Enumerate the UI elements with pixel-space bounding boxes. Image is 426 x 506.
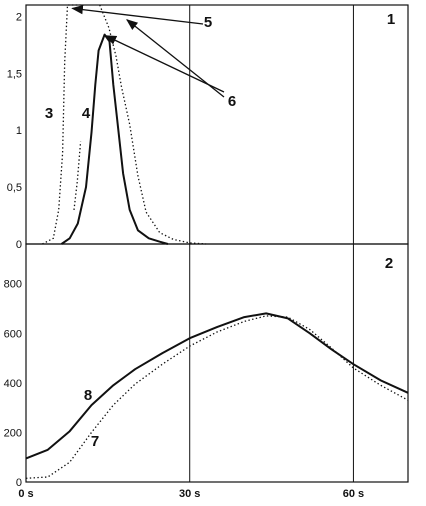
series-label: 3 xyxy=(45,105,53,122)
panel-frame xyxy=(25,243,409,483)
y-tick-label: 800 xyxy=(4,279,22,291)
annotation-label: 5 xyxy=(204,14,212,31)
annotation-layer: 3 4 1 5 6 8 7 2 xyxy=(45,5,395,450)
grid-lines xyxy=(189,5,354,482)
y-tick-label: 0 xyxy=(16,477,22,489)
annotation-arrow xyxy=(104,35,225,93)
y-tick-label: 600 xyxy=(4,328,22,340)
x-tick-label: 60 s xyxy=(343,488,364,500)
series-line-1-1 xyxy=(25,315,409,479)
series-line-0-3 xyxy=(73,141,82,210)
panel-label: 1 xyxy=(387,11,395,28)
annotation-arrow xyxy=(71,5,204,25)
y-tick-label: 1,5 xyxy=(7,68,22,80)
series-line-0-1 xyxy=(60,33,169,245)
series-label: 8 xyxy=(84,387,92,404)
series-line-1-0 xyxy=(25,312,409,460)
series-line-0-0 xyxy=(42,4,81,245)
y-tick-label: 0 xyxy=(16,239,22,251)
plot-frame xyxy=(25,4,409,483)
y-tick-label: 2 xyxy=(16,11,22,23)
y-tick-label: 1 xyxy=(16,125,22,137)
y-tick-label: 0,5 xyxy=(7,182,22,194)
series-line-0-2 xyxy=(99,4,207,245)
series-label: 7 xyxy=(91,433,99,450)
tick-labels: 0 0,5 1 1,5 2 0 200 400 600 800 0 s 30 s 60 s xyxy=(4,11,364,500)
annotation-label: 6 xyxy=(228,93,236,110)
y-tick-label: 200 xyxy=(4,427,22,439)
x-tick-label: 30 s xyxy=(179,488,200,500)
y-tick-label: 400 xyxy=(4,378,22,390)
series-layer xyxy=(25,4,409,479)
x-tick-label: 0 s xyxy=(18,488,33,500)
annotation-arrow xyxy=(126,19,225,98)
panel-label: 2 xyxy=(385,255,393,272)
series-label: 4 xyxy=(82,105,91,122)
panel-frame xyxy=(25,4,409,245)
